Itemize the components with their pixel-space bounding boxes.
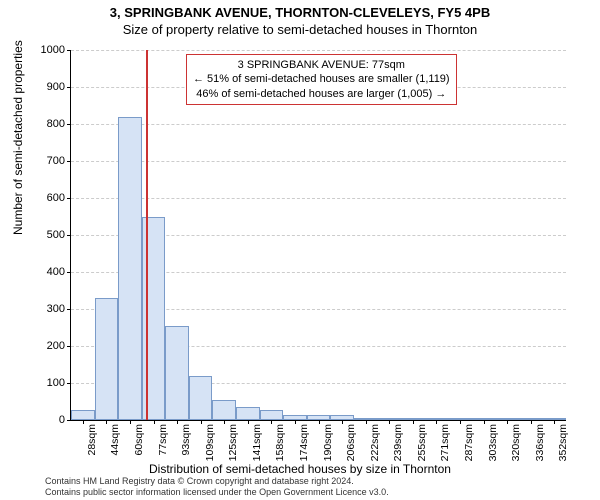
xtick-label: 28sqm: [86, 424, 98, 456]
xtick-label: 271sqm: [439, 424, 451, 461]
xtick-label: 255sqm: [416, 424, 428, 461]
ytick-mark: [67, 198, 71, 199]
xtick-mark: [224, 420, 225, 424]
y-axis-label: Number of semi-detached properties: [11, 40, 25, 235]
xtick-mark: [531, 420, 532, 424]
xtick-label: 336sqm: [534, 424, 546, 461]
xtick-mark: [554, 420, 555, 424]
ytick-mark: [67, 346, 71, 347]
histogram-bar: [142, 217, 166, 421]
xtick-label: 125sqm: [227, 424, 239, 461]
xtick-label: 287sqm: [463, 424, 475, 461]
chart-area: 0100200300400500600700800900100028sqm44s…: [70, 50, 565, 420]
xtick-mark: [271, 420, 272, 424]
histogram-bar: [212, 400, 236, 420]
ytick-mark: [67, 420, 71, 421]
ytick-label: 400: [47, 266, 65, 278]
xtick-label: 44sqm: [109, 424, 121, 456]
ytick-label: 1000: [41, 44, 65, 56]
xtick-mark: [106, 420, 107, 424]
ytick-mark: [67, 161, 71, 162]
ytick-label: 800: [47, 118, 65, 130]
ytick-label: 100: [47, 377, 65, 389]
xtick-label: 206sqm: [345, 424, 357, 461]
xtick-label: 239sqm: [392, 424, 404, 461]
plot-region: 0100200300400500600700800900100028sqm44s…: [70, 50, 566, 421]
xtick-label: 93sqm: [180, 424, 192, 456]
property-marker-line: [146, 50, 148, 420]
ytick-mark: [67, 272, 71, 273]
ytick-label: 900: [47, 81, 65, 93]
xtick-mark: [366, 420, 367, 424]
xtick-label: 158sqm: [274, 424, 286, 461]
xtick-mark: [177, 420, 178, 424]
xtick-mark: [389, 420, 390, 424]
ytick-mark: [67, 235, 71, 236]
xtick-mark: [460, 420, 461, 424]
xtick-label: 303sqm: [487, 424, 499, 461]
footer-line1: Contains HM Land Registry data © Crown c…: [45, 476, 389, 487]
xtick-mark: [436, 420, 437, 424]
histogram-bar: [118, 117, 142, 420]
ytick-label: 700: [47, 155, 65, 167]
xtick-label: 60sqm: [133, 424, 145, 456]
xtick-label: 77sqm: [157, 424, 169, 456]
annotation-line2: ← 51% of semi-detached houses are smalle…: [193, 72, 450, 86]
xtick-label: 222sqm: [369, 424, 381, 461]
histogram-bar: [165, 326, 189, 420]
xtick-label: 141sqm: [251, 424, 263, 461]
x-axis-label: Distribution of semi-detached houses by …: [0, 462, 600, 476]
xtick-mark: [295, 420, 296, 424]
xtick-label: 109sqm: [204, 424, 216, 461]
histogram-bar: [236, 407, 260, 420]
xtick-mark: [319, 420, 320, 424]
xtick-mark: [154, 420, 155, 424]
xtick-label: 320sqm: [510, 424, 522, 461]
xtick-mark: [248, 420, 249, 424]
xtick-mark: [201, 420, 202, 424]
ytick-label: 500: [47, 229, 65, 241]
xtick-mark: [413, 420, 414, 424]
footer-attribution: Contains HM Land Registry data © Crown c…: [45, 476, 389, 498]
xtick-mark: [507, 420, 508, 424]
ytick-label: 600: [47, 192, 65, 204]
annotation-line1: 3 SPRINGBANK AVENUE: 77sqm: [193, 58, 450, 72]
ytick-label: 200: [47, 340, 65, 352]
ytick-label: 0: [59, 414, 65, 426]
histogram-bar: [189, 376, 213, 420]
xtick-label: 174sqm: [298, 424, 310, 461]
page: 3, SPRINGBANK AVENUE, THORNTON-CLEVELEYS…: [0, 0, 600, 500]
annotation-box: 3 SPRINGBANK AVENUE: 77sqm← 51% of semi-…: [186, 54, 457, 105]
ytick-mark: [67, 309, 71, 310]
ytick-mark: [67, 50, 71, 51]
histogram-bar: [260, 410, 284, 420]
histogram-bar: [71, 410, 95, 420]
xtick-label: 352sqm: [557, 424, 569, 461]
chart-title: 3, SPRINGBANK AVENUE, THORNTON-CLEVELEYS…: [0, 0, 600, 39]
xtick-mark: [83, 420, 84, 424]
xtick-mark: [130, 420, 131, 424]
ytick-label: 300: [47, 303, 65, 315]
ytick-mark: [67, 383, 71, 384]
title-line2: Size of property relative to semi-detach…: [0, 22, 600, 39]
xtick-mark: [342, 420, 343, 424]
histogram-bar: [95, 298, 119, 420]
xtick-label: 190sqm: [322, 424, 334, 461]
ytick-mark: [67, 87, 71, 88]
ytick-mark: [67, 124, 71, 125]
title-line1: 3, SPRINGBANK AVENUE, THORNTON-CLEVELEYS…: [0, 5, 600, 22]
footer-line2: Contains public sector information licen…: [45, 487, 389, 498]
xtick-mark: [484, 420, 485, 424]
annotation-line3: 46% of semi-detached houses are larger (…: [193, 87, 450, 101]
